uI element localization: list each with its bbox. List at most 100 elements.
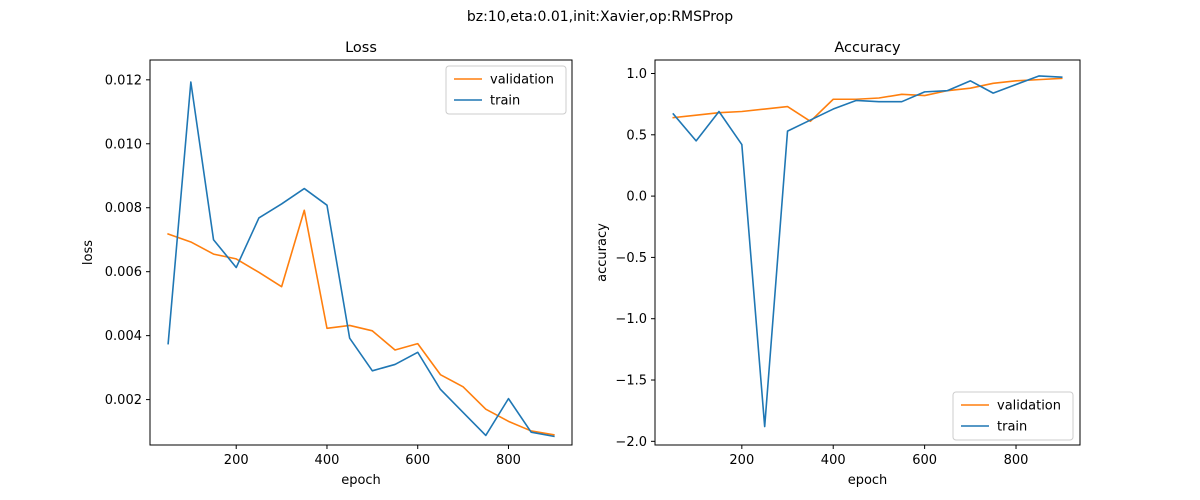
accuracy-x-axis-label: epoch bbox=[848, 473, 888, 488]
accuracy-train-point bbox=[968, 78, 973, 83]
loss-validation-point bbox=[166, 232, 171, 237]
accuracy-y-axis-label: accuracy bbox=[595, 223, 610, 282]
loss-legend-box bbox=[445, 65, 567, 115]
loss-x-axis-label: epoch bbox=[341, 473, 381, 488]
accuracy-train-point bbox=[854, 98, 859, 103]
loss-train-point bbox=[461, 410, 466, 415]
accuracy-train-point bbox=[831, 107, 836, 112]
accuracy-x-tick-label: 800 bbox=[1004, 453, 1029, 468]
accuracy-train-point bbox=[762, 424, 767, 429]
accuracy-series-validation-line bbox=[672, 77, 1063, 123]
accuracy-validation-point bbox=[785, 104, 790, 109]
loss-y-tick-label: 0.004 bbox=[105, 329, 142, 344]
loss-series-validation-line bbox=[167, 209, 555, 436]
accuracy-plot-area bbox=[654, 59, 1081, 446]
accuracy-y-tick-label: −1.5 bbox=[615, 374, 647, 389]
loss-panel: Loss 200 400 600 800 0.002 0.004 0.006 0.008 0.01… bbox=[81, 40, 573, 488]
loss-validation-point bbox=[393, 348, 398, 353]
loss-y-tick-label: 0.008 bbox=[105, 201, 142, 216]
accuracy-train-point bbox=[1059, 75, 1064, 80]
accuracy-train-point bbox=[877, 99, 882, 104]
accuracy-train-point bbox=[717, 109, 722, 114]
accuracy-x-tick-label: 600 bbox=[912, 453, 937, 468]
loss-legend-label-train: train bbox=[490, 94, 520, 109]
loss-y-axis-label: loss bbox=[81, 240, 96, 265]
accuracy-train-point bbox=[991, 91, 996, 96]
loss-validation-point bbox=[188, 240, 193, 245]
accuracy-train-point bbox=[694, 139, 699, 144]
loss-legend-label-validation: validation bbox=[490, 73, 554, 88]
accuracy-train-point bbox=[671, 112, 676, 117]
accuracy-train-point bbox=[785, 129, 790, 134]
accuracy-panel: Accuracy 200 400 600 800 −2.0 −1.5 −1.0 −0.5 0.0 0… bbox=[595, 40, 1081, 488]
loss-validation-point bbox=[370, 328, 375, 333]
loss-legend: validation train bbox=[445, 65, 567, 115]
loss-train-point bbox=[211, 237, 216, 242]
loss-plot-area bbox=[149, 59, 573, 446]
loss-train-point bbox=[370, 368, 375, 373]
loss-x-tick-label: 600 bbox=[405, 453, 430, 468]
loss-validation-point bbox=[483, 407, 488, 412]
accuracy-series-train-line bbox=[672, 75, 1063, 428]
accuracy-train-point bbox=[945, 88, 950, 93]
accuracy-validation-point bbox=[694, 113, 699, 118]
loss-y-tick-label: 0.006 bbox=[105, 265, 142, 280]
loss-validation-point bbox=[461, 384, 466, 389]
accuracy-validation-point bbox=[899, 92, 904, 97]
accuracy-chart-title: Accuracy bbox=[834, 40, 901, 56]
loss-train-point bbox=[325, 203, 330, 208]
accuracy-legend-label-train: train bbox=[997, 420, 1027, 435]
accuracy-train-point bbox=[1036, 74, 1041, 79]
accuracy-train-point bbox=[739, 142, 744, 147]
accuracy-validation-point bbox=[831, 97, 836, 102]
accuracy-y-tick-label: 0.5 bbox=[626, 128, 647, 143]
loss-x-tick-label: 200 bbox=[224, 453, 249, 468]
loss-chart-title: Loss bbox=[345, 40, 377, 56]
loss-validation-point bbox=[325, 326, 330, 331]
accuracy-y-tick-label: 1.0 bbox=[626, 67, 647, 82]
loss-validation-point bbox=[438, 372, 443, 377]
loss-validation-point bbox=[211, 252, 216, 257]
loss-series-train-line bbox=[167, 81, 555, 438]
loss-train-point bbox=[506, 396, 511, 401]
loss-train-point bbox=[234, 265, 239, 270]
loss-x-tick-label: 800 bbox=[496, 453, 521, 468]
accuracy-legend-label-validation: validation bbox=[997, 399, 1061, 414]
accuracy-validation-point bbox=[968, 86, 973, 91]
accuracy-train-point bbox=[808, 118, 813, 123]
accuracy-validation-point bbox=[762, 107, 767, 112]
loss-validation-point bbox=[279, 284, 284, 289]
loss-train-point bbox=[279, 201, 284, 206]
loss-y-tick-label: 0.012 bbox=[105, 73, 142, 88]
loss-train-point bbox=[347, 336, 352, 341]
loss-validation-point bbox=[257, 270, 262, 275]
loss-train-point bbox=[529, 430, 534, 435]
loss-y-tick-label: 0.010 bbox=[105, 137, 142, 152]
accuracy-y-tick-label: −1.0 bbox=[615, 312, 647, 327]
loss-train-point bbox=[166, 341, 171, 346]
loss-train-point bbox=[188, 80, 193, 85]
accuracy-y-tick-label: 0.0 bbox=[626, 190, 647, 205]
accuracy-train-point bbox=[899, 99, 904, 104]
loss-train-point bbox=[415, 350, 420, 355]
loss-validation-point bbox=[506, 419, 511, 424]
loss-train-point bbox=[257, 216, 262, 221]
accuracy-y-tick-label: −2.0 bbox=[615, 435, 647, 450]
loss-train-point bbox=[483, 433, 488, 438]
accuracy-y-tick-label: −0.5 bbox=[615, 251, 647, 266]
accuracy-legend-box bbox=[952, 391, 1074, 441]
accuracy-validation-point bbox=[991, 81, 996, 86]
accuracy-train-point bbox=[1014, 82, 1019, 87]
accuracy-x-tick-label: 200 bbox=[729, 453, 754, 468]
accuracy-validation-point bbox=[739, 109, 744, 114]
loss-train-point bbox=[302, 186, 307, 191]
accuracy-x-tick-label: 400 bbox=[821, 453, 846, 468]
accuracy-legend: validation train bbox=[952, 391, 1074, 441]
loss-x-tick-label: 400 bbox=[315, 453, 340, 468]
figure-suptitle: bz:10,eta:0.01,init:Xavier,op:RMSProp bbox=[467, 9, 733, 25]
loss-validation-point bbox=[415, 341, 420, 346]
loss-y-tick-label: 0.002 bbox=[105, 393, 142, 408]
loss-train-point bbox=[393, 362, 398, 367]
accuracy-train-point bbox=[922, 89, 927, 94]
